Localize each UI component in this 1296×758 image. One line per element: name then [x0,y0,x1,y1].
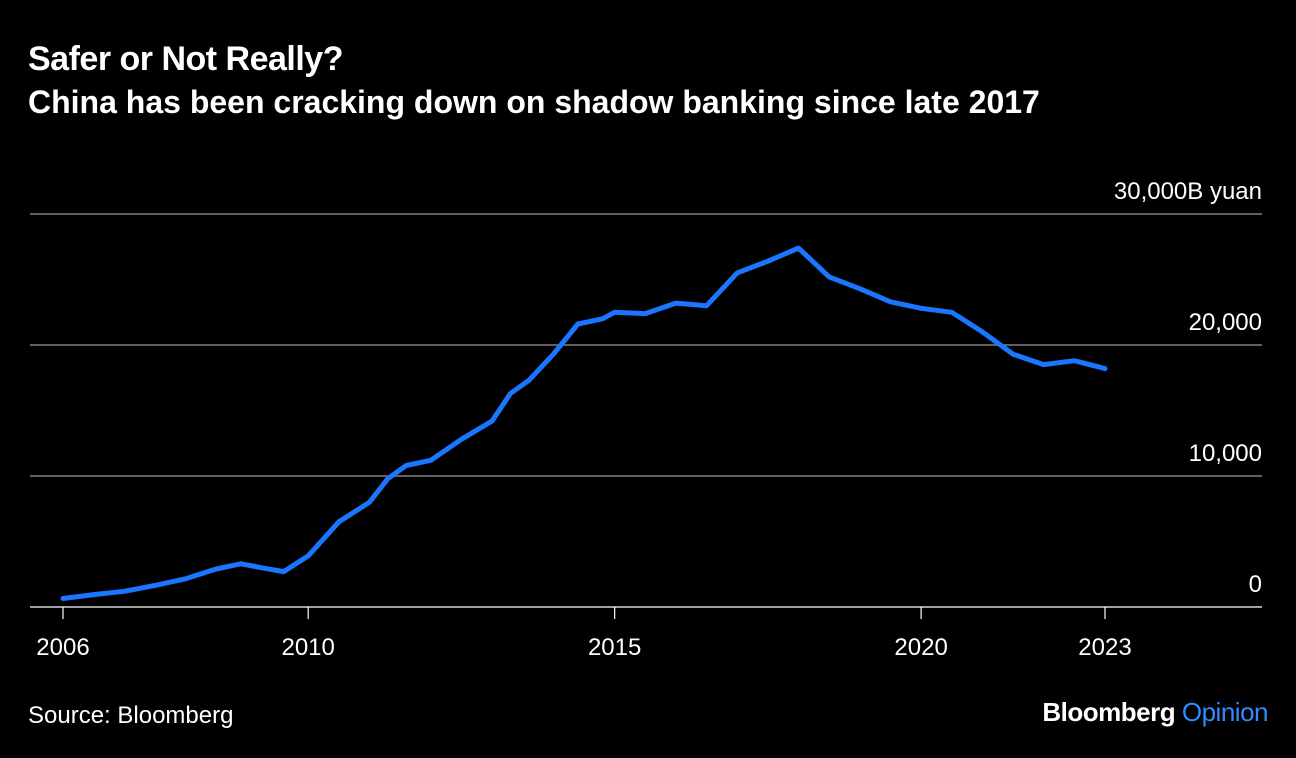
x-tick-label: 2006 [36,634,89,661]
y-tick-label: 10,000 [1189,440,1262,467]
brand-suffix: Opinion [1181,697,1269,727]
y-tick-label: 20,000 [1189,309,1262,336]
chart-title: Safer or Not Really? [28,40,343,78]
x-tick-label: 2015 [588,634,641,661]
x-tick-label: 2020 [894,634,947,661]
x-tick-label: 2010 [281,634,334,661]
y-tick-label: 30,000B yuan [1114,178,1262,205]
x-tick-label: 2023 [1078,634,1131,661]
brand-name: Bloomberg [1042,697,1176,727]
series-line [60,245,1108,601]
brand-logo: Bloomberg Opinion [1042,697,1268,728]
chart-subtitle: China has been cracking down on shadow b… [28,84,1040,120]
source-note: Source: Bloomberg [28,702,234,729]
y-tick-label: 0 [1249,571,1262,598]
